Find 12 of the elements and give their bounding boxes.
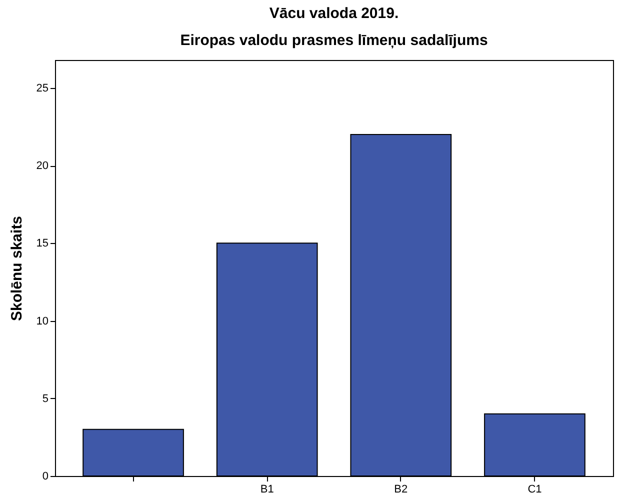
y-axis-title: Skolēnu skaits <box>8 216 26 322</box>
chart-title: Vācu valoda 2019. <box>269 5 399 22</box>
y-tick-label: 20 <box>36 160 48 172</box>
y-tick-label: 0 <box>42 470 48 482</box>
chart-subtitle: Eiropas valodu prasmes līmeņu sadalījums <box>180 32 488 49</box>
x-tick-label: B1 <box>260 484 274 496</box>
y-tick-label: 10 <box>36 315 48 328</box>
y-tick-label: 5 <box>42 392 48 405</box>
x-tick-label: C1 <box>528 484 542 496</box>
x-tick-label: B2 <box>394 484 408 496</box>
y-tick-label: 15 <box>36 238 48 250</box>
y-tick-label: 25 <box>36 82 48 94</box>
